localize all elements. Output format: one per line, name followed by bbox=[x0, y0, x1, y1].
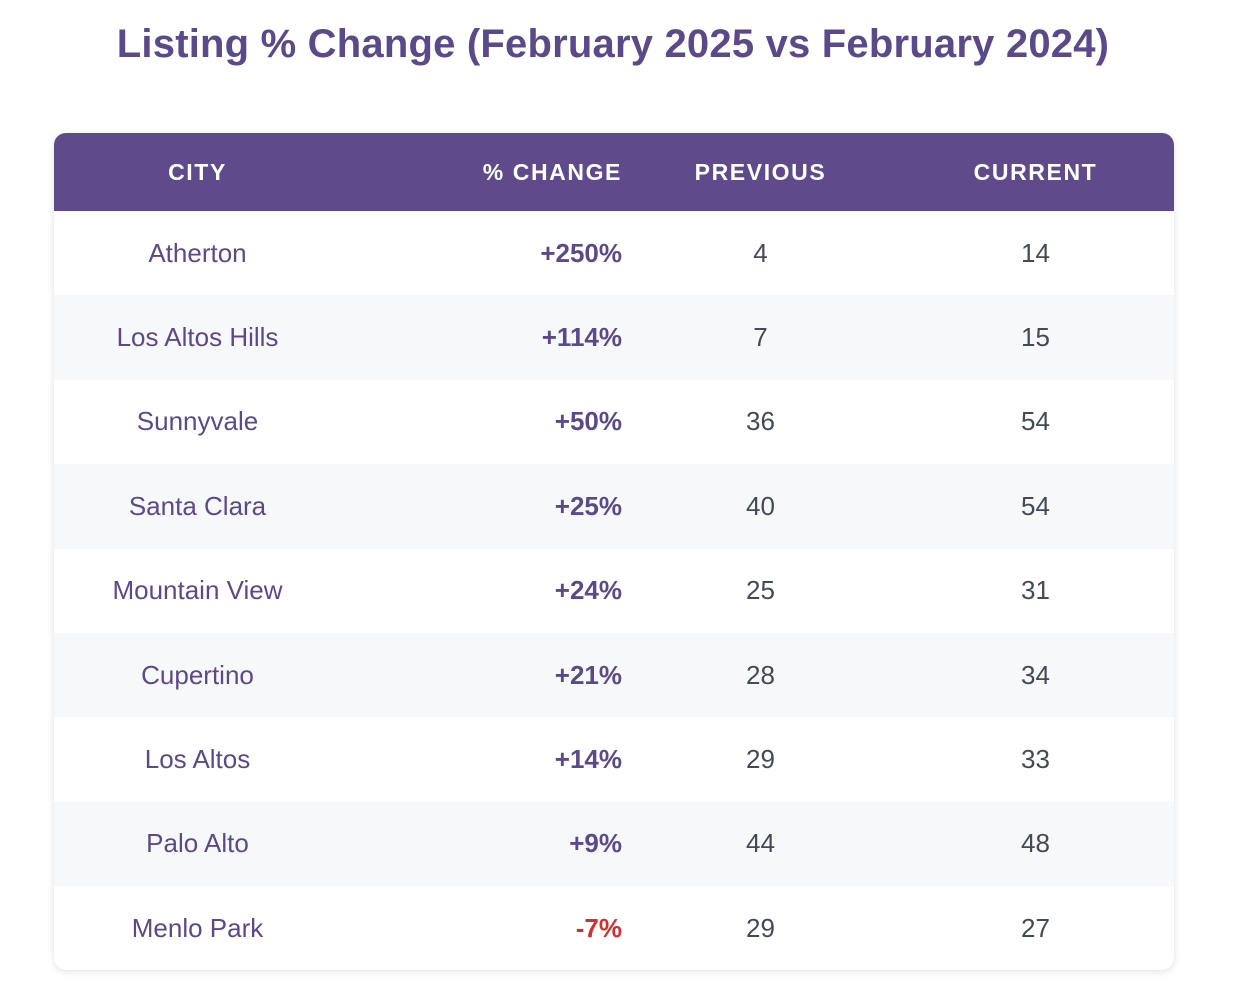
change-cell: +14% bbox=[554, 744, 622, 775]
city-cell: Santa Clara bbox=[128, 490, 267, 521]
change-cell: +21% bbox=[554, 659, 622, 690]
current-cell: 33 bbox=[1021, 744, 1050, 775]
previous-cell: 44 bbox=[746, 828, 775, 859]
current-cell: 31 bbox=[1021, 575, 1050, 606]
change-cell: +250% bbox=[540, 237, 622, 268]
table-row: Los Altos Hills +114% 7 15 bbox=[54, 295, 1174, 380]
previous-cell: 40 bbox=[746, 490, 775, 521]
change-cell: +25% bbox=[554, 490, 622, 521]
previous-cell: 4 bbox=[753, 237, 768, 268]
city-cell: Palo Alto bbox=[146, 828, 249, 859]
table-body: Atherton +250% 4 14 Los Altos Hills +114% 7 15 S… bbox=[54, 211, 1174, 970]
change-cell: +50% bbox=[554, 406, 622, 437]
city-cell: Los Altos bbox=[144, 744, 251, 775]
column-header-current: CURRENT bbox=[973, 158, 1098, 185]
listing-change-table-card: CITY % CHANGE PREVIOUS CURRENT Atherton +… bbox=[54, 133, 1174, 970]
column-header-change: % CHANGE bbox=[482, 158, 622, 185]
table-row: Sunnyvale +50% 36 54 bbox=[54, 380, 1174, 464]
table-header-row: CITY % CHANGE PREVIOUS CURRENT bbox=[54, 133, 1174, 211]
table-row: Santa Clara +25% 40 54 bbox=[54, 464, 1174, 549]
change-cell: +24% bbox=[554, 575, 622, 606]
current-cell: 54 bbox=[1021, 406, 1050, 437]
column-header-city: CITY bbox=[168, 158, 227, 185]
table-row: Menlo Park -7% 29 27 bbox=[54, 886, 1174, 970]
table-row: Palo Alto +9% 44 48 bbox=[54, 801, 1174, 887]
current-cell: 27 bbox=[1021, 912, 1050, 943]
current-cell: 15 bbox=[1021, 322, 1050, 353]
previous-cell: 25 bbox=[746, 575, 775, 606]
change-cell: +114% bbox=[541, 322, 622, 353]
table-header: CITY % CHANGE PREVIOUS CURRENT bbox=[54, 133, 1174, 211]
previous-cell: 28 bbox=[746, 659, 775, 690]
listing-change-table: CITY % CHANGE PREVIOUS CURRENT Atherton +… bbox=[54, 133, 1174, 970]
change-cell: -7% bbox=[575, 912, 622, 943]
table-row: Los Altos +14% 29 33 bbox=[54, 717, 1174, 801]
column-header-previous: PREVIOUS bbox=[694, 158, 827, 185]
previous-cell: 7 bbox=[753, 322, 768, 353]
table-row: Atherton +250% 4 14 bbox=[54, 211, 1174, 295]
city-cell: Atherton bbox=[148, 237, 247, 268]
city-cell: Los Altos Hills bbox=[116, 322, 279, 353]
city-cell: Sunnyvale bbox=[136, 406, 259, 437]
current-cell: 14 bbox=[1021, 237, 1050, 268]
previous-cell: 29 bbox=[746, 744, 775, 775]
change-cell: +9% bbox=[569, 828, 622, 859]
table-row: Cupertino +21% 28 34 bbox=[54, 632, 1174, 718]
city-cell: Menlo Park bbox=[131, 912, 264, 943]
city-cell: Mountain View bbox=[112, 575, 283, 606]
previous-cell: 36 bbox=[746, 406, 775, 437]
previous-cell: 29 bbox=[746, 912, 775, 943]
current-cell: 48 bbox=[1021, 828, 1050, 859]
table-row: Mountain View +24% 25 31 bbox=[54, 549, 1174, 633]
city-cell: Cupertino bbox=[141, 659, 254, 690]
current-cell: 54 bbox=[1021, 490, 1050, 521]
current-cell: 34 bbox=[1021, 659, 1050, 690]
page-title: Listing % Change (February 2025 vs Febru… bbox=[116, 22, 1110, 66]
